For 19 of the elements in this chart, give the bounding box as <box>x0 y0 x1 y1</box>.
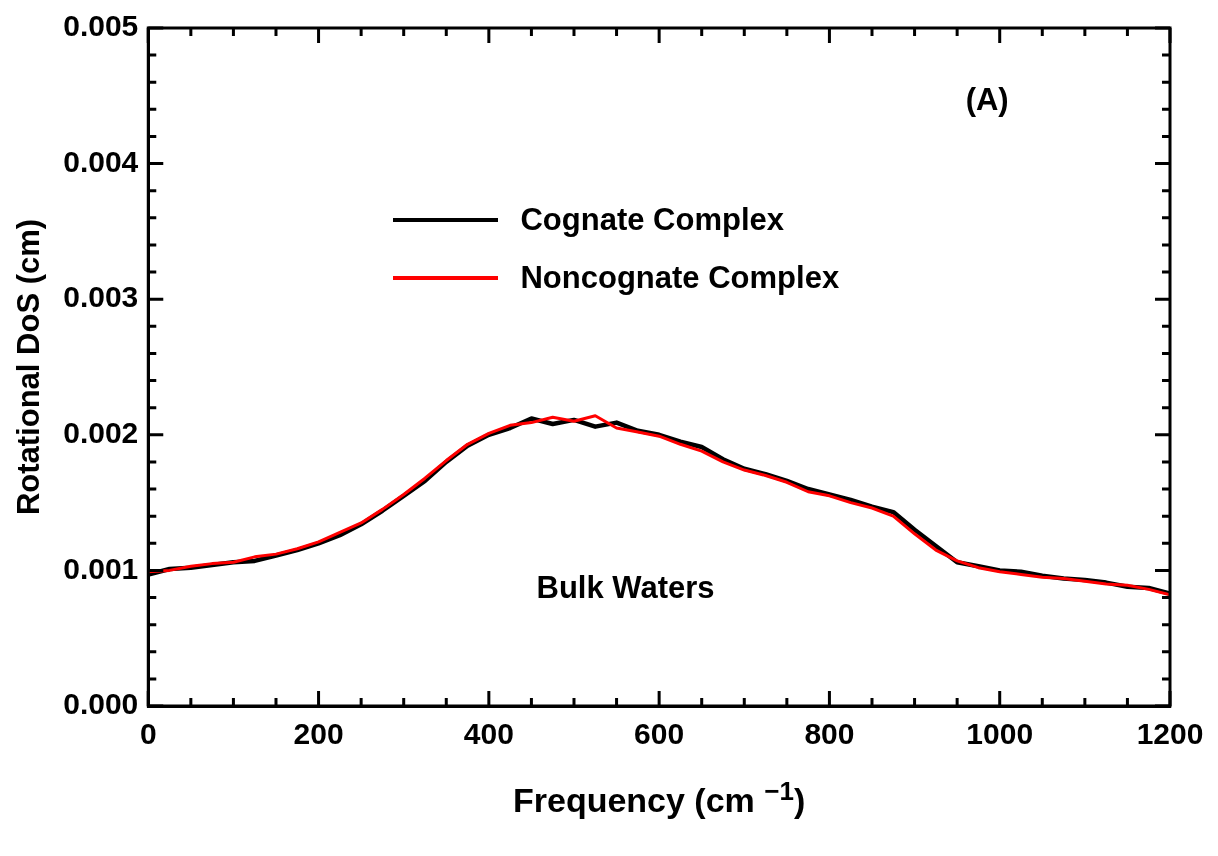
y-tick-label: 0.001 <box>63 551 139 585</box>
annotation: Bulk Waters <box>536 570 715 607</box>
y-tick-label: 0.003 <box>63 280 139 314</box>
legend-label: Noncognate Complex <box>520 259 840 296</box>
x-tick-label: 600 <box>634 717 685 751</box>
x-tick-label: 1200 <box>1136 717 1204 751</box>
x-tick-label: 1000 <box>966 717 1034 751</box>
y-tick-label: 0.000 <box>63 687 139 721</box>
x-tick-label: 200 <box>293 717 344 751</box>
x-tick-label: 800 <box>804 717 855 751</box>
x-axis-title: Frequency (cm $^{−1}$) <box>511 776 807 821</box>
y-tick-label: 0.004 <box>63 144 139 178</box>
legend-label: Cognate Complex <box>520 201 785 238</box>
annotation: (A) <box>965 82 1009 119</box>
x-tick-label: 400 <box>463 717 514 751</box>
y-tick-label: 0.002 <box>63 416 139 450</box>
y-axis-title: Rotational DoS (cm) <box>11 218 47 516</box>
x-tick-label: 0 <box>139 717 157 751</box>
y-tick-label: 0.005 <box>63 9 139 43</box>
